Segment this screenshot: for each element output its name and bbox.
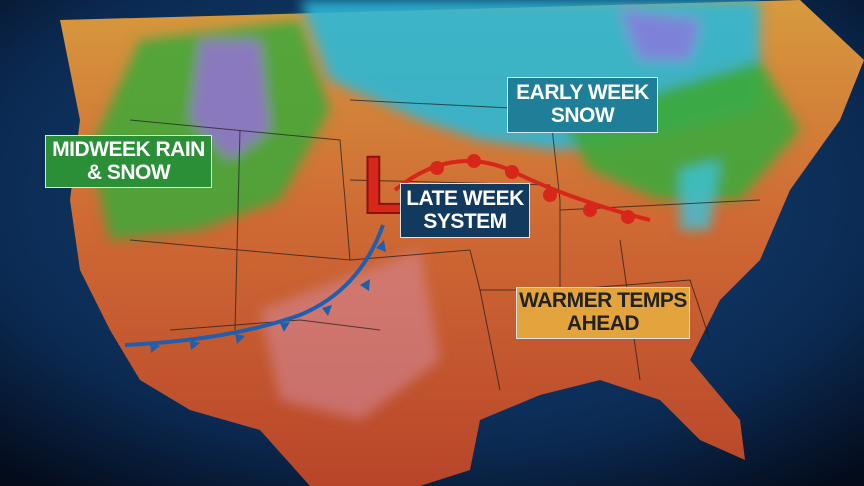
warm-front [393,154,651,224]
label-line: SNOW [550,104,615,127]
label-line: SYSTEM [423,209,507,233]
late-week-system-label: LATE WEEK SYSTEM [400,183,530,238]
label-line: LATE WEEK [406,186,524,210]
midweek-rain-snow-label: MIDWEEK RAIN & SNOW [45,135,212,188]
warmer-temps-label: WARMER TEMPS AHEAD [516,287,690,339]
land-mass [60,0,864,486]
label-line: EARLY WEEK [516,81,649,105]
label-line: MIDWEEK RAIN [52,137,205,161]
label-line: & SNOW [86,160,171,184]
early-week-snow-label: EARLY WEEK SNOW [507,77,658,133]
label-line: WARMER TEMPS [519,289,687,313]
cold-front [124,224,386,353]
label-line: AHEAD [566,312,640,335]
